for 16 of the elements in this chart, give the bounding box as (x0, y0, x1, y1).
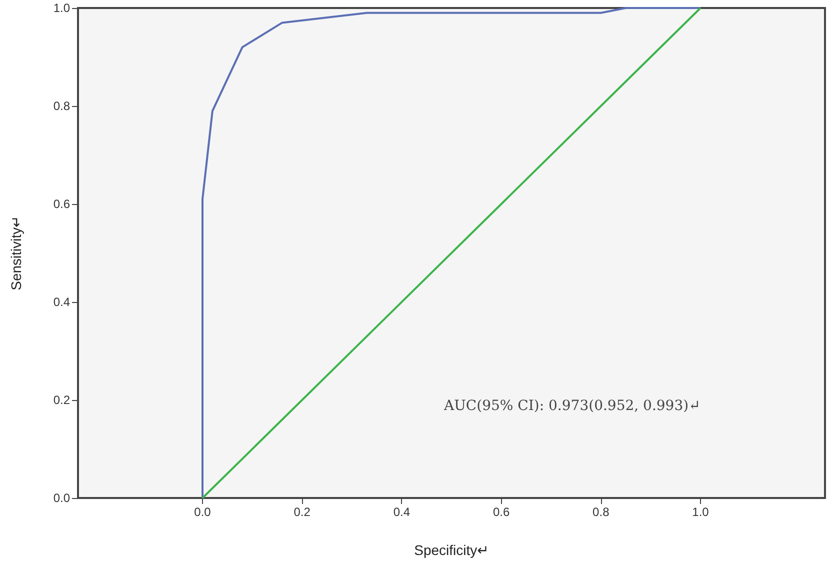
y-tick-label: 0.2 (53, 393, 70, 407)
x-tick-label: 0.2 (294, 505, 311, 519)
x-tick-label: 1.0 (692, 505, 710, 519)
y-tick-label: 0.6 (53, 197, 70, 211)
y-tick-label: 0.0 (53, 491, 70, 505)
y-tick-label: 0.8 (53, 99, 70, 113)
y-tick-label: 0.4 (53, 295, 70, 309)
x-axis-title: Specificity↵ (414, 542, 489, 558)
line-series (202, 7, 702, 499)
x-tick-label: 0.4 (393, 505, 410, 519)
y-axis-title: Sensitivity↵ (8, 216, 24, 290)
y-tick-label: 1.0 (53, 1, 70, 15)
x-tick-label: 0.0 (194, 505, 212, 519)
x-tick-label: 0.8 (592, 505, 610, 519)
annotation: AUC(95% CI): 0.973(0.952, 0.993)↵ (443, 398, 700, 414)
x-tick-label: 0.6 (492, 505, 510, 519)
